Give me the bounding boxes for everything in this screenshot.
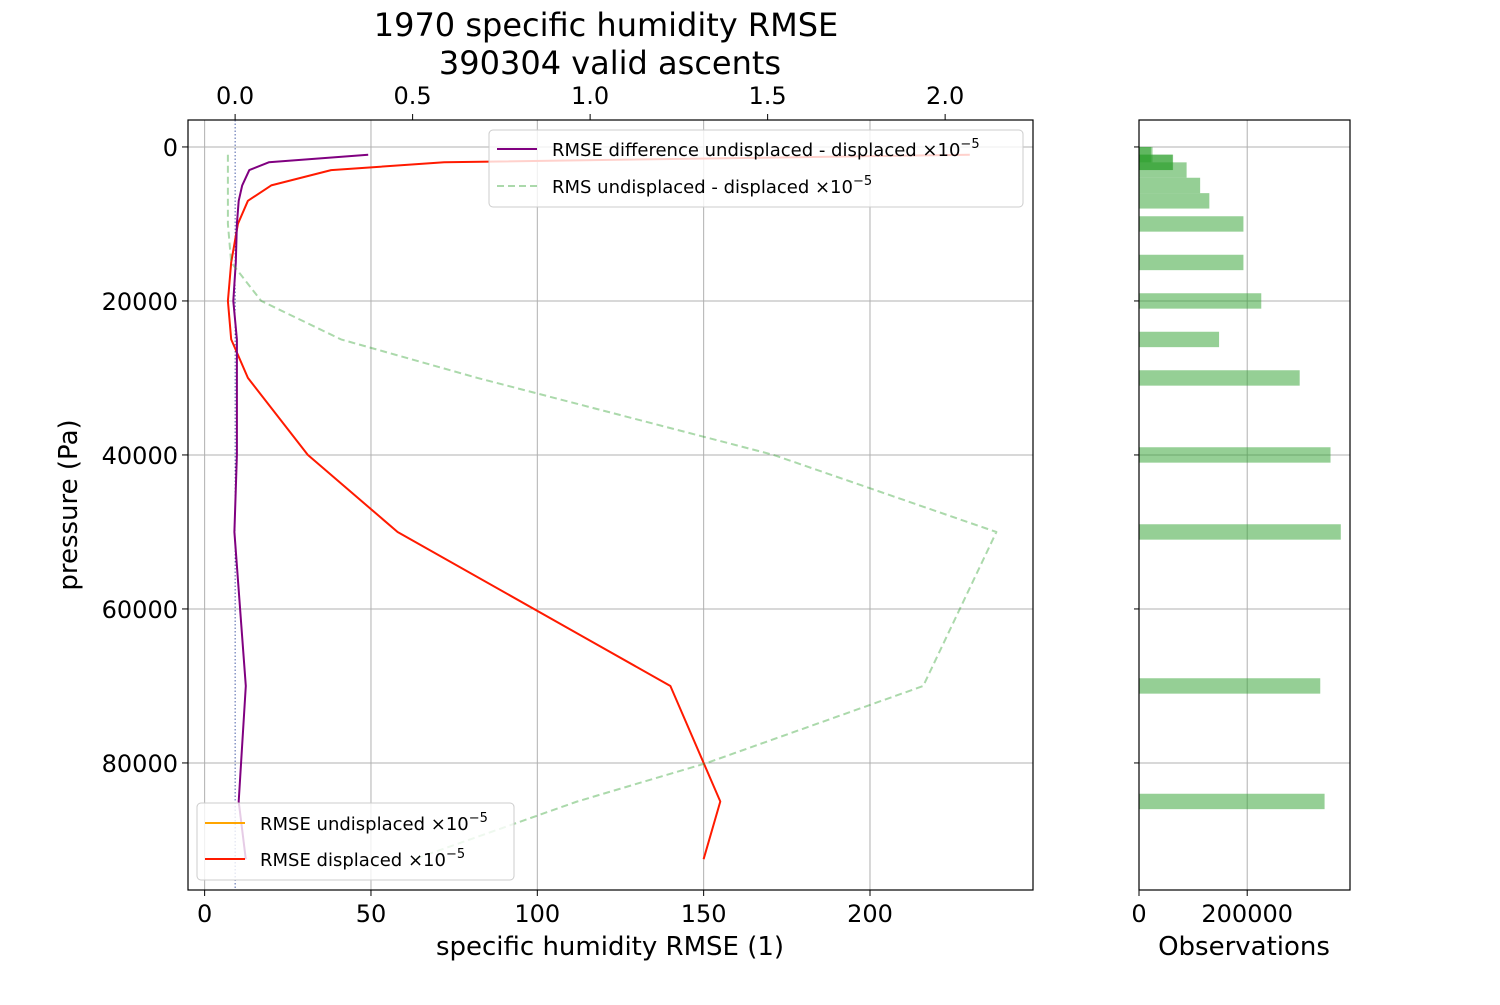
histogram-bar	[1139, 524, 1341, 540]
top-x-tick-label: 1.0	[571, 82, 609, 110]
legend-displaced-text: RMSE displaced ×10	[260, 850, 446, 871]
y-tick-label: 20000	[102, 288, 178, 316]
y-axis-label: pressure (Pa)	[54, 419, 84, 590]
x-tick-label: 200	[847, 900, 893, 928]
histogram-bar	[1139, 370, 1300, 386]
legend-rms-label: RMS undisplaced - displaced ×10−5	[552, 174, 872, 198]
y-tick-label: 60000	[102, 596, 178, 624]
histogram-bar	[1139, 254, 1244, 271]
chart-title-line-1: 1970 specific humidity RMSE	[374, 6, 839, 44]
legend-difference-label: RMSE difference undisplaced - displaced …	[552, 137, 980, 161]
histogram-bar	[1139, 678, 1321, 694]
legend-upper-box	[488, 129, 1024, 208]
x-tick-label: 50	[356, 900, 387, 928]
histogram-axis-ticks: 0 200000	[1131, 146, 1293, 928]
top-x-tick-label: 0.0	[216, 82, 254, 110]
x-tick-label: 100	[514, 900, 560, 928]
x-axis-label: specific humidity RMSE (1)	[436, 932, 784, 962]
main-plot-frame	[187, 119, 1034, 891]
legend-undisplaced-label: RMSE undisplaced ×10−5	[260, 811, 488, 835]
histogram-bar	[1139, 447, 1331, 463]
y-tick-label: 80000	[102, 750, 178, 778]
histogram-x-axis-label: Observations	[1158, 932, 1330, 962]
legend-upper: RMSE difference undisplaced - displaced …	[488, 129, 1024, 208]
histogram-bars	[1139, 146, 1341, 810]
histogram-bar	[1139, 293, 1262, 309]
top-x-tick-label: 0.5	[394, 82, 432, 110]
top-x-tick-label: 1.5	[749, 82, 787, 110]
histogram-overlay-bar	[1139, 154, 1173, 171]
histogram-x-tick-label: 0	[1131, 900, 1146, 928]
legend-undisplaced-exponent: −5	[469, 811, 488, 826]
top-x-tick-label: 2.0	[926, 82, 964, 110]
histogram-x-tick-label: 200000	[1201, 900, 1293, 928]
legend-displaced-exponent: −5	[446, 847, 465, 862]
histogram-plot-frame	[1138, 119, 1351, 891]
histogram-bar	[1139, 793, 1325, 810]
legend-undisplaced-text: RMSE undisplaced ×10	[260, 814, 469, 835]
series-rms-line	[226, 154, 998, 861]
series-difference-line	[232, 153, 369, 860]
legend-rms-text: RMS undisplaced - displaced ×10	[552, 177, 853, 198]
histogram-bar	[1139, 331, 1220, 348]
series-layer	[226, 153, 998, 861]
main-axis-ticks: 0 50 100 150 200 0.0 0.5 1.0 1.5 2.0 0 20000 40000 60…	[102, 82, 965, 928]
histogram-bar	[1139, 177, 1201, 194]
series-displaced-line	[226, 153, 970, 860]
legend-difference-text: RMSE difference undisplaced - displaced …	[552, 140, 960, 161]
main-grid	[188, 120, 1033, 890]
legend-displaced-label: RMSE displaced ×10−5	[260, 847, 465, 871]
y-tick-label: 40000	[102, 442, 178, 470]
x-tick-label: 0	[197, 900, 212, 928]
chart-title-line-2: 390304 valid ascents	[439, 44, 781, 82]
histogram-bar	[1139, 216, 1244, 232]
legend-rms-exponent: −5	[853, 174, 872, 189]
legend-lower: RMSE undisplaced ×10−5 RMSE displaced ×1…	[196, 802, 515, 881]
histogram-bar	[1139, 193, 1210, 209]
y-tick-label: 0	[163, 134, 178, 162]
legend-lower-box	[196, 802, 515, 881]
legend-difference-exponent: −5	[960, 137, 979, 152]
x-tick-label: 150	[681, 900, 727, 928]
